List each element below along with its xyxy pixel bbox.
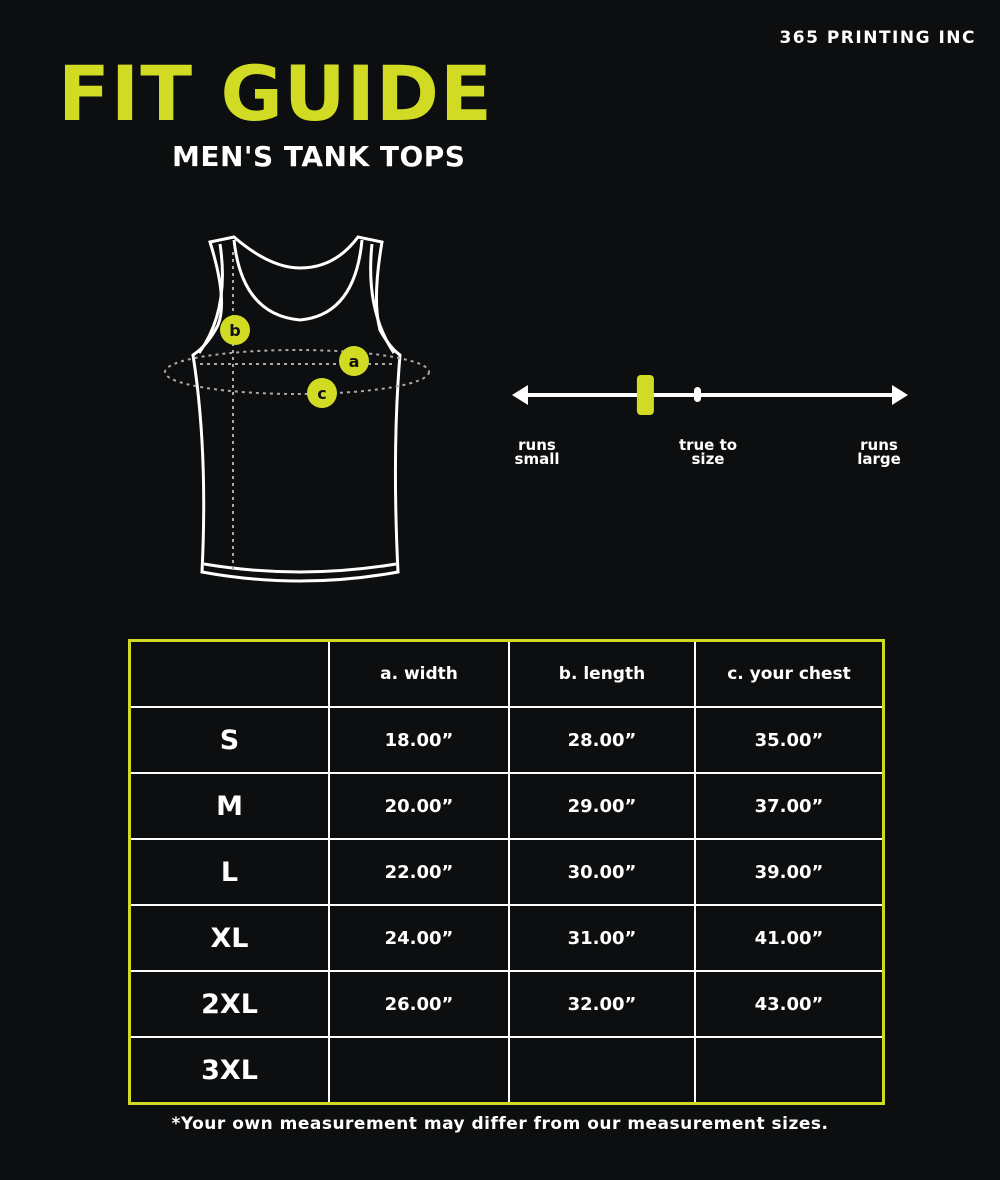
- table-row: 3XL: [129, 1036, 884, 1104]
- measurement-cell: 37.00”: [694, 772, 884, 840]
- table-header-row: a. width b. length c. your chest: [129, 640, 884, 708]
- table-row: XL 24.00” 31.00” 41.00”: [129, 904, 884, 972]
- header-cell: b. length: [508, 640, 696, 708]
- page-subtitle: MEN'S TANK TOPS: [172, 140, 466, 173]
- measurement-cell: 22.00”: [328, 838, 510, 906]
- true-to-size-tick: [694, 387, 701, 402]
- marker-a-label: a: [349, 352, 360, 371]
- measurement-cell: [694, 1036, 884, 1104]
- measurement-cell: 41.00”: [694, 904, 884, 972]
- fit-marker: [636, 375, 654, 415]
- header-cell: a. width: [328, 640, 510, 708]
- measurement-cell: 30.00”: [508, 838, 696, 906]
- measurement-cell: [508, 1036, 696, 1104]
- marker-c-label: c: [317, 384, 326, 403]
- measurement-cell: 29.00”: [508, 772, 696, 840]
- table-row: S 18.00” 28.00” 35.00”: [129, 706, 884, 774]
- page-title: FIT GUIDE: [58, 49, 493, 138]
- runs-large-label: runs large: [857, 436, 901, 468]
- header-cell: c. your chest: [694, 640, 884, 708]
- true-to-size-label: true to size: [678, 436, 738, 468]
- size-cell: 2XL: [129, 970, 330, 1038]
- measurement-cell: 32.00”: [508, 970, 696, 1038]
- size-cell: S: [129, 706, 330, 774]
- runs-small-label: runs small: [514, 436, 560, 468]
- size-cell: L: [129, 838, 330, 906]
- measurement-cell: 43.00”: [694, 970, 884, 1038]
- table-row: M 20.00” 29.00” 37.00”: [129, 772, 884, 840]
- table-row: L 22.00” 30.00” 39.00”: [129, 838, 884, 906]
- size-table: a. width b. length c. your chest S 18.00”…: [128, 639, 885, 1105]
- marker-b: b: [220, 315, 250, 345]
- size-cell: M: [129, 772, 330, 840]
- header-cell: [129, 640, 330, 708]
- footnote: *Your own measurement may differ from ou…: [171, 1114, 829, 1134]
- tank-outline: [191, 235, 402, 583]
- measurement-cell: 24.00”: [328, 904, 510, 972]
- measurement-cell: 31.00”: [508, 904, 696, 972]
- arrow-left-icon: [512, 385, 528, 405]
- fit-scale: [512, 375, 908, 415]
- arrow-right-icon: [892, 385, 908, 405]
- measurement-cell: 18.00”: [328, 706, 510, 774]
- marker-b-label: b: [229, 321, 240, 340]
- measurement-cell: 39.00”: [694, 838, 884, 906]
- brand-name: 365 PRINTING INC: [779, 28, 976, 48]
- measurement-cell: 20.00”: [328, 772, 510, 840]
- measurement-cell: 35.00”: [694, 706, 884, 774]
- measurement-cell: [328, 1036, 510, 1104]
- measurement-cell: 26.00”: [328, 970, 510, 1038]
- chest-measure-line: [164, 349, 430, 395]
- tank-top-diagram: b a c: [164, 235, 430, 583]
- marker-a: a: [339, 346, 369, 376]
- size-cell: 3XL: [129, 1036, 330, 1104]
- table-row: 2XL 26.00” 32.00” 43.00”: [129, 970, 884, 1038]
- size-cell: XL: [129, 904, 330, 972]
- marker-c: c: [307, 378, 337, 408]
- measurement-cell: 28.00”: [508, 706, 696, 774]
